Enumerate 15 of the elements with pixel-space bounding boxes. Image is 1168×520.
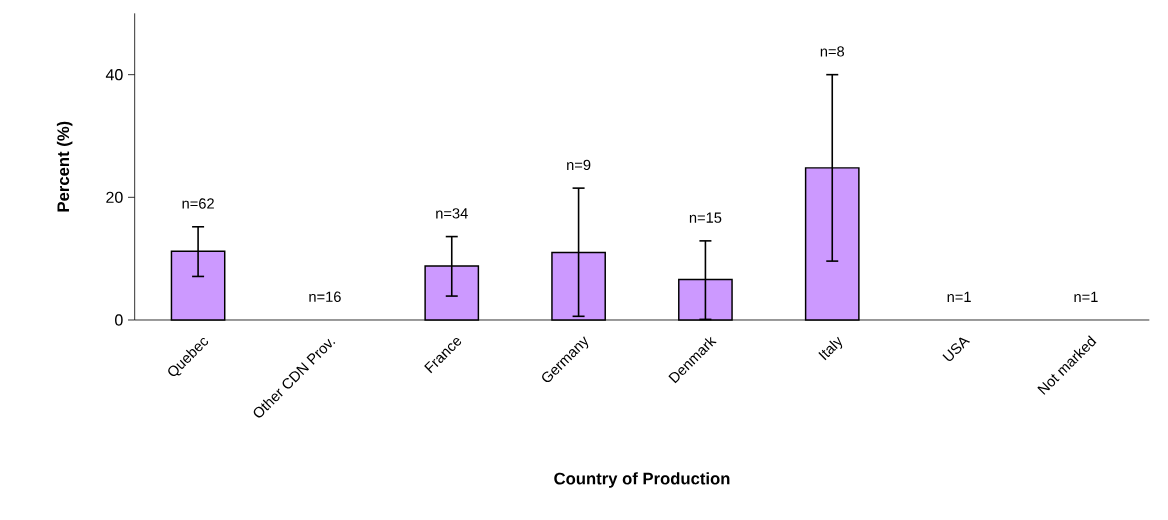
y-axis-title: Percent (%) <box>56 121 73 212</box>
y-tick-label: 40 <box>105 69 123 81</box>
annotation: n=34 <box>436 208 468 219</box>
x-axis-title: Country of Production <box>554 472 730 488</box>
annotation: n=9 <box>567 159 591 171</box>
annotation: n=8 <box>820 46 845 57</box>
annotation: n=16 <box>309 291 341 302</box>
y-tick-label: 0 <box>115 314 123 326</box>
y-tick-label: 20 <box>106 191 123 203</box>
annotation: n=1 <box>947 291 971 302</box>
x-tick-label: Italy <box>818 336 843 361</box>
annotation: n=1 <box>1074 291 1098 302</box>
annotation: n=15 <box>689 212 722 223</box>
x-tick-label: USA <box>942 337 971 361</box>
annotation: n=62 <box>182 198 214 209</box>
